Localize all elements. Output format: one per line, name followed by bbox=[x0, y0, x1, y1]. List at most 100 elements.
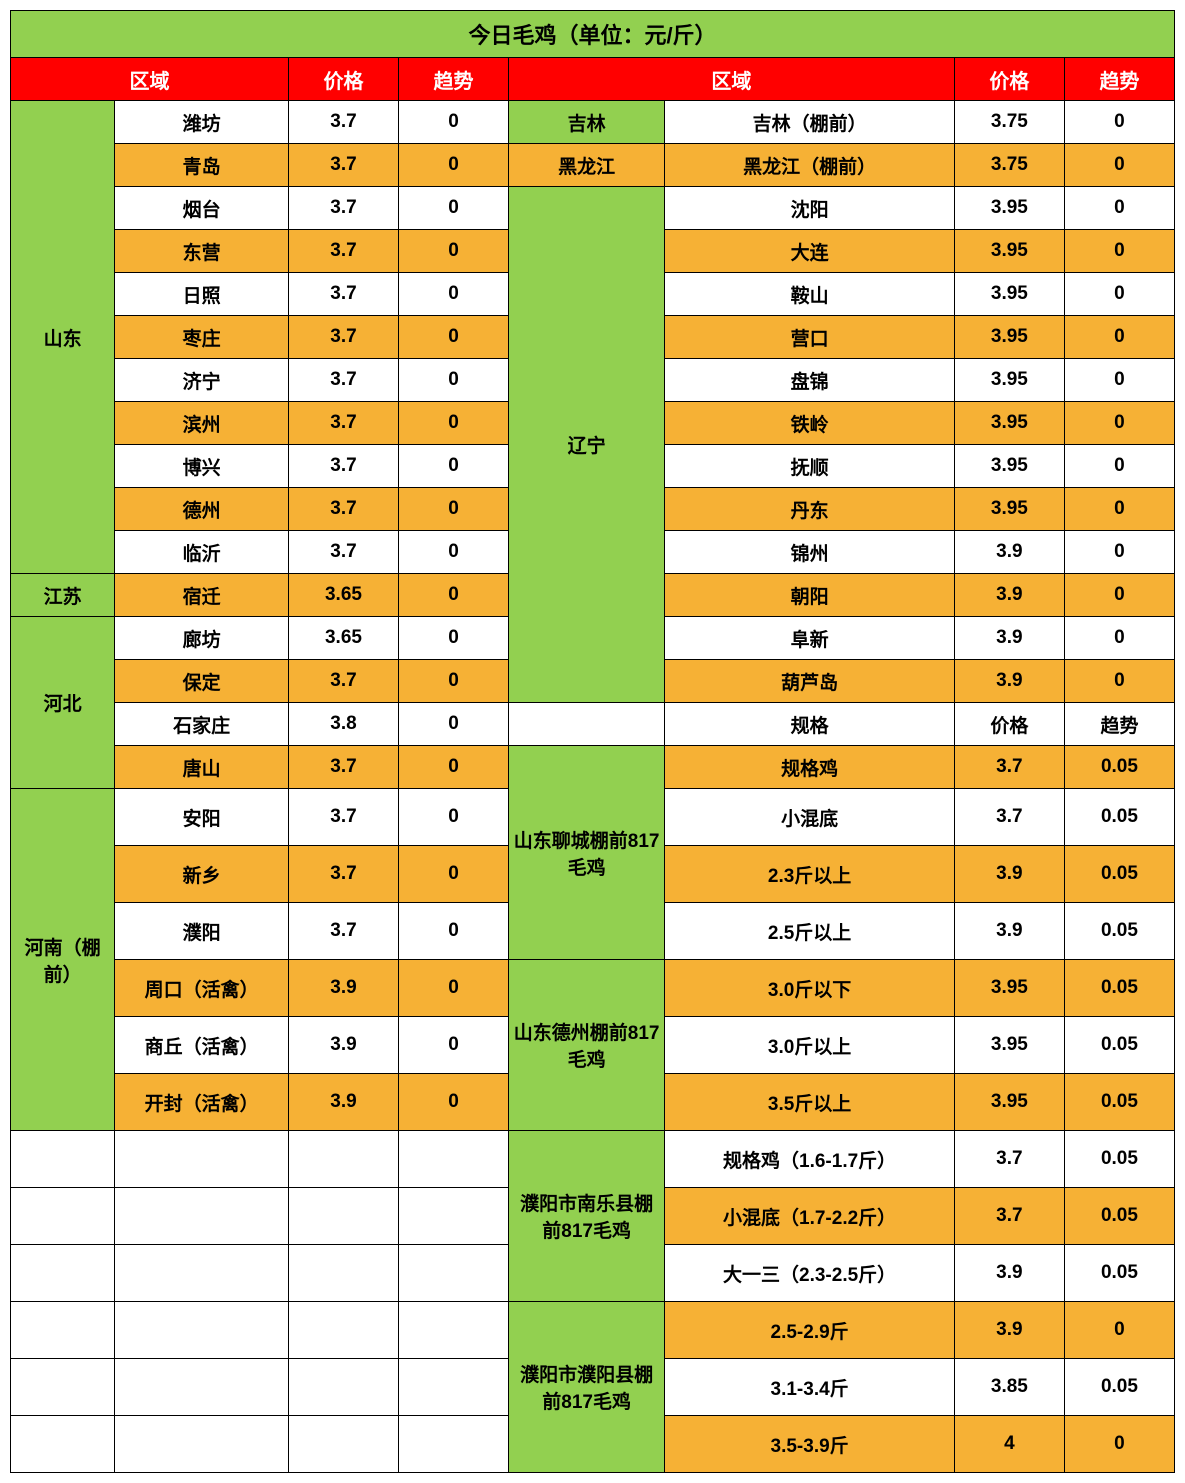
trend-cell: 0 bbox=[398, 846, 508, 903]
price-cell: 3.7 bbox=[954, 746, 1064, 789]
price-cell: 3.7 bbox=[288, 660, 398, 703]
city-cell: 枣庄 bbox=[115, 316, 289, 359]
empty-cell bbox=[288, 1416, 398, 1473]
trend-cell: 0.05 bbox=[1064, 1074, 1174, 1131]
city-cell: 朝阳 bbox=[665, 574, 955, 617]
empty-cell bbox=[115, 1131, 289, 1188]
city-cell: 2.5斤以上 bbox=[665, 903, 955, 960]
price-cell: 3.7 bbox=[288, 144, 398, 187]
price-cell: 3.9 bbox=[954, 574, 1064, 617]
trend-cell: 0 bbox=[1064, 273, 1174, 316]
price-cell: 3.7 bbox=[288, 746, 398, 789]
region-cell: 濮阳市濮阳县棚前817毛鸡 bbox=[508, 1302, 664, 1473]
header-price-spec: 价格 bbox=[954, 703, 1064, 746]
price-cell: 3.75 bbox=[954, 144, 1064, 187]
trend-cell: 0 bbox=[398, 1074, 508, 1131]
price-cell: 4 bbox=[954, 1416, 1064, 1473]
city-cell: 临沂 bbox=[115, 531, 289, 574]
price-cell: 3.7 bbox=[288, 531, 398, 574]
empty-cell bbox=[11, 1416, 115, 1473]
trend-cell: 0.05 bbox=[1064, 746, 1174, 789]
city-cell: 营口 bbox=[665, 316, 955, 359]
trend-cell: 0 bbox=[398, 230, 508, 273]
city-cell: 吉林（棚前） bbox=[665, 101, 955, 144]
city-cell: 葫芦岛 bbox=[665, 660, 955, 703]
city-cell: 廊坊 bbox=[115, 617, 289, 660]
city-cell: 唐山 bbox=[115, 746, 289, 789]
price-cell: 3.7 bbox=[288, 445, 398, 488]
empty-cell bbox=[398, 1302, 508, 1359]
empty-cell bbox=[115, 1188, 289, 1245]
city-cell: 3.5斤以上 bbox=[665, 1074, 955, 1131]
header-region-left: 区域 bbox=[11, 58, 289, 101]
header-trend-right: 趋势 bbox=[1064, 58, 1174, 101]
city-cell: 2.3斤以上 bbox=[665, 846, 955, 903]
empty-cell bbox=[11, 1302, 115, 1359]
price-cell: 3.7 bbox=[288, 316, 398, 359]
trend-cell: 0.05 bbox=[1064, 1188, 1174, 1245]
city-cell: 东营 bbox=[115, 230, 289, 273]
trend-cell: 0.05 bbox=[1064, 903, 1174, 960]
empty-cell bbox=[115, 1245, 289, 1302]
price-cell: 3.7 bbox=[288, 846, 398, 903]
trend-cell: 0 bbox=[398, 402, 508, 445]
trend-cell: 0 bbox=[398, 703, 508, 746]
city-cell: 规格鸡（1.6-1.7斤） bbox=[665, 1131, 955, 1188]
region-cell: 吉林 bbox=[508, 101, 664, 144]
price-cell: 3.95 bbox=[954, 187, 1064, 230]
price-cell: 3.7 bbox=[288, 273, 398, 316]
price-cell: 3.7 bbox=[954, 1131, 1064, 1188]
price-cell: 3.9 bbox=[954, 660, 1064, 703]
city-cell: 3.1-3.4斤 bbox=[665, 1359, 955, 1416]
trend-cell: 0 bbox=[398, 187, 508, 230]
price-cell: 3.7 bbox=[288, 359, 398, 402]
table-title: 今日毛鸡（单位：元/斤） bbox=[11, 11, 1175, 58]
trend-cell: 0 bbox=[1064, 359, 1174, 402]
city-cell: 开封（活禽） bbox=[115, 1074, 289, 1131]
trend-cell: 0 bbox=[398, 574, 508, 617]
trend-cell: 0 bbox=[1064, 488, 1174, 531]
trend-cell: 0 bbox=[398, 531, 508, 574]
city-cell: 铁岭 bbox=[665, 402, 955, 445]
city-cell: 鞍山 bbox=[665, 273, 955, 316]
city-cell: 新乡 bbox=[115, 846, 289, 903]
empty-cell bbox=[398, 1416, 508, 1473]
empty-cell bbox=[115, 1416, 289, 1473]
price-cell: 3.95 bbox=[954, 960, 1064, 1017]
city-cell: 抚顺 bbox=[665, 445, 955, 488]
trend-cell: 0 bbox=[1064, 101, 1174, 144]
price-cell: 3.7 bbox=[288, 230, 398, 273]
trend-cell: 0 bbox=[1064, 1416, 1174, 1473]
trend-cell: 0 bbox=[1064, 316, 1174, 359]
trend-cell: 0 bbox=[398, 789, 508, 846]
city-cell: 锦州 bbox=[665, 531, 955, 574]
price-cell: 3.65 bbox=[288, 617, 398, 660]
empty-cell bbox=[288, 1302, 398, 1359]
trend-cell: 0 bbox=[1064, 445, 1174, 488]
city-cell: 盘锦 bbox=[665, 359, 955, 402]
price-cell: 3.7 bbox=[288, 101, 398, 144]
price-cell: 3.9 bbox=[288, 1074, 398, 1131]
city-cell: 德州 bbox=[115, 488, 289, 531]
empty-cell bbox=[288, 1245, 398, 1302]
region-cell: 辽宁 bbox=[508, 187, 664, 703]
city-cell: 规格鸡 bbox=[665, 746, 955, 789]
city-cell: 烟台 bbox=[115, 187, 289, 230]
price-cell: 3.7 bbox=[288, 789, 398, 846]
trend-cell: 0.05 bbox=[1064, 1245, 1174, 1302]
city-cell: 小混底 bbox=[665, 789, 955, 846]
city-cell: 青岛 bbox=[115, 144, 289, 187]
price-cell: 3.95 bbox=[954, 316, 1064, 359]
empty-cell bbox=[11, 1188, 115, 1245]
trend-cell: 0 bbox=[398, 617, 508, 660]
trend-cell: 0 bbox=[1064, 660, 1174, 703]
price-cell: 3.9 bbox=[954, 1245, 1064, 1302]
trend-cell: 0 bbox=[398, 316, 508, 359]
price-cell: 3.9 bbox=[288, 1017, 398, 1074]
header-spec: 规格 bbox=[665, 703, 955, 746]
trend-cell: 0 bbox=[398, 960, 508, 1017]
city-cell: 日照 bbox=[115, 273, 289, 316]
city-cell: 济宁 bbox=[115, 359, 289, 402]
price-cell: 3.9 bbox=[954, 1302, 1064, 1359]
price-cell: 3.95 bbox=[954, 273, 1064, 316]
